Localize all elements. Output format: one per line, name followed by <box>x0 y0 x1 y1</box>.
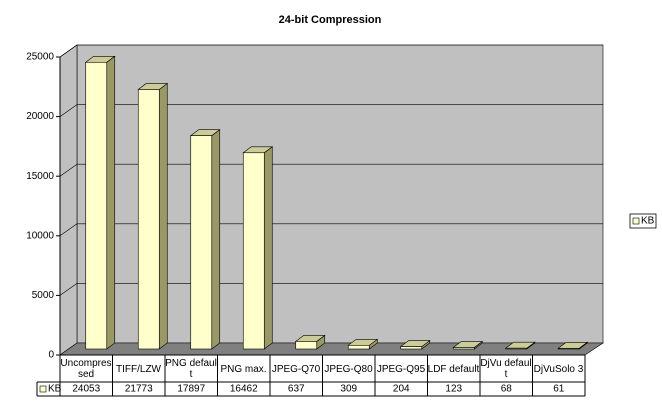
bar-side <box>211 129 221 350</box>
grid-line <box>59 283 78 296</box>
x-tick-label-box: JPEG-Q80 <box>324 363 373 375</box>
bar <box>347 338 379 350</box>
table-value: 123 <box>445 384 462 395</box>
table-value: 17897 <box>177 384 205 395</box>
x-tick-label: LDF default <box>427 363 480 375</box>
bar-front <box>347 345 370 350</box>
table-value: 16462 <box>230 384 258 395</box>
x-tick-label: DjVu default <box>480 358 532 380</box>
bar <box>84 55 116 350</box>
x-tick-label-box: LDF default <box>427 363 480 375</box>
grid-line <box>59 223 78 237</box>
legend-box <box>629 213 657 229</box>
x-tick-label-box: DjVu default <box>480 358 532 380</box>
bar <box>189 129 221 350</box>
legend-key <box>632 217 640 225</box>
x-tick-label: TIFF/LZW <box>116 363 161 375</box>
bar-front <box>557 347 580 350</box>
x-tick-label: JPEG-Q80 <box>324 363 373 375</box>
grid-line <box>59 44 78 58</box>
x-tick-label-box: PNG default <box>165 358 217 380</box>
side-wall <box>59 44 78 356</box>
bar-front <box>85 61 108 350</box>
x-tick-label-box: DjVuSolo 3 <box>533 363 584 375</box>
bar <box>452 340 484 350</box>
bar-side <box>106 55 116 350</box>
y-tick-label: 20000 <box>26 111 54 122</box>
x-tick-label: PNG default <box>165 358 217 380</box>
table-value: 204 <box>393 384 410 395</box>
bar <box>137 82 169 350</box>
bar <box>242 146 274 350</box>
bar-front <box>505 347 528 350</box>
x-tick-label-box: Uncompressed <box>60 358 112 380</box>
bar <box>504 341 536 350</box>
x-tick-label-box: PNG max. <box>220 363 267 375</box>
bar-side <box>158 82 168 350</box>
x-tick-label: JPEG-Q70 <box>271 363 321 375</box>
x-tick-label: PNG max. <box>220 363 267 375</box>
grid-line <box>59 104 78 117</box>
table-series-name: KB <box>48 384 62 395</box>
x-tick-label: JPEG-Q95 <box>376 363 426 375</box>
chart-title: 24-bit Compression <box>279 14 382 26</box>
bar-front <box>242 152 265 350</box>
bar <box>294 334 326 350</box>
table-value: 637 <box>288 384 305 395</box>
y-tick-label: 25000 <box>26 52 54 63</box>
grid-line <box>59 163 78 177</box>
x-tick-label-box: JPEG-Q95 <box>376 363 426 375</box>
bar <box>399 339 431 350</box>
bar-front <box>137 89 160 350</box>
bar-front <box>400 346 423 350</box>
y-tick-label: 15000 <box>26 171 54 182</box>
y-tick-label: 0 <box>48 350 54 361</box>
table-value: 61 <box>553 384 565 395</box>
table-value: 68 <box>501 384 513 395</box>
table-value: 24053 <box>72 384 100 395</box>
x-tick-label-box: JPEG-Q70 <box>271 363 321 375</box>
legend-key <box>39 385 47 393</box>
x-tick-label: DjVuSolo 3 <box>533 363 584 375</box>
x-tick-label-box: TIFF/LZW <box>116 363 161 375</box>
y-tick-label: 10000 <box>26 230 54 241</box>
y-tick-label: 5000 <box>32 290 55 301</box>
bar-side <box>263 146 273 350</box>
bar-front <box>295 341 318 350</box>
bar-front <box>452 347 475 350</box>
legend-label: KB <box>641 216 655 227</box>
table-value: 21773 <box>125 384 153 395</box>
x-tick-label: Uncompressed <box>60 358 112 380</box>
table-value: 309 <box>340 384 357 395</box>
bar-front <box>190 135 213 350</box>
bar <box>557 341 589 350</box>
